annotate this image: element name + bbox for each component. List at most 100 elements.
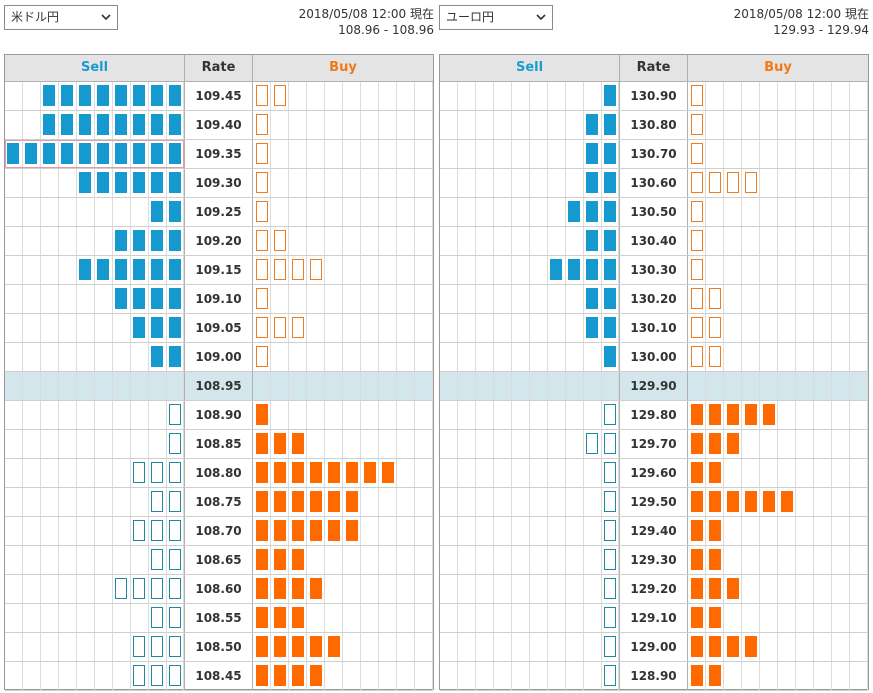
buy-grid-cell (325, 633, 343, 661)
buy-grid-cell (850, 517, 868, 545)
buy-grid-cell (850, 82, 868, 110)
sell-order-bar (115, 172, 127, 193)
buy-grid-cell (325, 662, 343, 690)
buy-grid-cell (724, 372, 742, 400)
buy-grid-cell (379, 575, 397, 603)
buy-grid-cell (343, 459, 361, 487)
buy-grid-cell (307, 517, 325, 545)
buy-grid-cell (325, 575, 343, 603)
sell-grid-cell (584, 111, 602, 139)
sell-grid-cell (167, 604, 184, 632)
buy-grid-cell (271, 82, 289, 110)
buy-grid-cell (706, 517, 724, 545)
sell-grid-cell (512, 256, 530, 284)
sell-grid-cell (5, 343, 23, 371)
rate-cell: 129.70 (619, 430, 688, 458)
sell-order-bar (604, 549, 616, 570)
sell-grid-cell (149, 314, 167, 342)
sell-grid-cell (149, 169, 167, 197)
table-row: 129.30 (440, 546, 868, 575)
buy-order-bar (292, 462, 304, 483)
buy-order-bar (691, 607, 703, 628)
sell-order-bar (115, 85, 127, 106)
sell-grid-cell (95, 169, 113, 197)
buy-grid-cell (271, 314, 289, 342)
sell-grid-cell (77, 111, 95, 139)
buy-grid-cell (688, 82, 706, 110)
buy-grid-cell (832, 401, 850, 429)
sell-grid-cell (5, 604, 23, 632)
buy-grid-cell (361, 459, 379, 487)
order-book-grid: Sell Rate Buy 109.45 109.40 109.35 109.30 10… (5, 55, 433, 691)
buy-grid-cell (307, 372, 325, 400)
sell-grid-cell (5, 198, 23, 226)
buy-order-bar (709, 317, 721, 338)
sell-grid-cell (23, 633, 41, 661)
sell-grid-cell (584, 459, 602, 487)
sell-grid-cell (566, 430, 584, 458)
sell-order-bar (151, 346, 163, 367)
sell-order-bar (133, 114, 145, 135)
currency-pair-select[interactable]: ユーロ円 (439, 5, 553, 30)
sell-order-bar (169, 665, 181, 686)
buy-grid-cell (706, 198, 724, 226)
sell-grid-cell (548, 517, 566, 545)
rate-cell: 109.30 (184, 169, 253, 197)
buy-grid-cell (706, 488, 724, 516)
header-sell: Sell (80, 60, 109, 75)
buy-grid-cell (415, 82, 433, 110)
sell-grid-cell (476, 459, 494, 487)
buy-grid-cell (397, 401, 415, 429)
buy-order-bar (781, 491, 793, 512)
buy-grid-cell (253, 401, 271, 429)
buy-grid-cell (724, 575, 742, 603)
sell-grid-cell (440, 314, 458, 342)
buy-grid-cell (778, 604, 796, 632)
sell-order-bar (604, 288, 616, 309)
sell-grid-cell (131, 604, 149, 632)
buy-grid-cell (289, 430, 307, 458)
buy-grid-cell (343, 372, 361, 400)
sell-grid-cell (95, 111, 113, 139)
table-row: 130.80 (440, 111, 868, 140)
buy-grid-cell (742, 633, 760, 661)
buy-order-bar (292, 259, 304, 280)
buy-grid-cell (778, 169, 796, 197)
buy-grid-cell (361, 488, 379, 516)
sell-grid-cell (5, 459, 23, 487)
sell-grid-cell (548, 633, 566, 661)
buy-grid-cell (724, 604, 742, 632)
sell-grid-cell (584, 662, 602, 690)
buy-order-bar (256, 636, 268, 657)
buy-order-bar (274, 259, 286, 280)
buy-grid-cell (397, 662, 415, 690)
sell-order-bar (604, 462, 616, 483)
sell-order-bar (43, 114, 55, 135)
sell-grid-cell (23, 285, 41, 313)
sell-grid-cell (23, 314, 41, 342)
sell-order-bar (604, 201, 616, 222)
sell-order-bar (61, 143, 73, 164)
sell-grid-cell (548, 227, 566, 255)
sell-grid-cell (5, 430, 23, 458)
currency-pair-select[interactable]: 米ドル円 (4, 5, 118, 30)
sell-grid-cell (77, 401, 95, 429)
sell-grid-cell (41, 401, 59, 429)
sell-order-bar (169, 491, 181, 512)
sell-grid-cell (113, 430, 131, 458)
buy-grid-cell (361, 401, 379, 429)
buy-order-bar (274, 665, 286, 686)
rate-cell: 129.20 (619, 575, 688, 603)
buy-grid-cell (307, 662, 325, 690)
buy-grid-cell (415, 633, 433, 661)
sell-grid-cell (602, 343, 619, 371)
sell-grid-cell (602, 401, 619, 429)
sell-order-bar (169, 114, 181, 135)
sell-grid-cell (23, 517, 41, 545)
sell-grid-cell (530, 198, 548, 226)
buy-grid-cell (850, 401, 868, 429)
sell-grid-cell (59, 140, 77, 168)
buy-grid-cell (760, 140, 778, 168)
buy-order-bar (274, 433, 286, 454)
chevron-down-icon (536, 14, 546, 21)
